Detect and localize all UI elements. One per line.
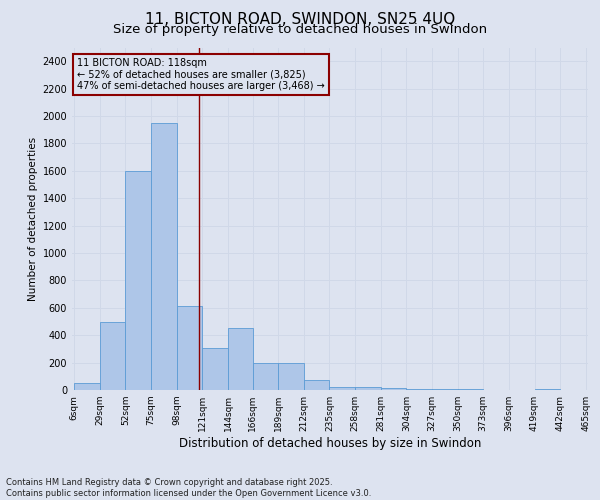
Text: 11, BICTON ROAD, SWINDON, SN25 4UQ: 11, BICTON ROAD, SWINDON, SN25 4UQ [145, 12, 455, 28]
Bar [253, 362, 278, 390]
Text: Contains HM Land Registry data © Crown copyright and database right 2025.
Contai: Contains HM Land Registry data © Crown c… [6, 478, 371, 498]
Bar [202, 348, 228, 390]
Bar [535, 388, 560, 390]
X-axis label: Distribution of detached houses by size in Swindon: Distribution of detached houses by size … [179, 437, 481, 450]
Bar [74, 383, 100, 390]
Bar [406, 388, 432, 390]
Bar [329, 386, 355, 390]
Bar [278, 364, 304, 390]
Bar [151, 123, 177, 390]
Text: 11 BICTON ROAD: 118sqm
← 52% of detached houses are smaller (3,825)
47% of semi-: 11 BICTON ROAD: 118sqm ← 52% of detached… [77, 58, 325, 91]
Bar [100, 322, 125, 390]
Bar [381, 388, 406, 390]
Y-axis label: Number of detached properties: Number of detached properties [28, 136, 38, 301]
Text: Size of property relative to detached houses in Swindon: Size of property relative to detached ho… [113, 22, 487, 36]
Bar [177, 306, 202, 390]
Bar [304, 380, 329, 390]
Bar [228, 328, 253, 390]
Bar [355, 386, 381, 390]
Bar [125, 171, 151, 390]
